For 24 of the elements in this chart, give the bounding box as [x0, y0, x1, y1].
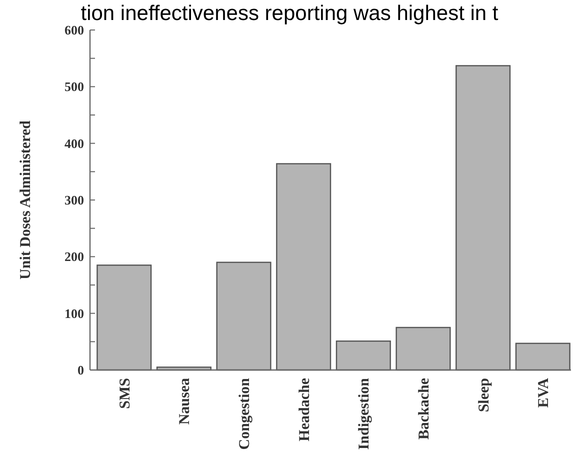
y-tick-label: 600: [64, 22, 84, 38]
bar: [336, 340, 391, 371]
bar: [96, 264, 152, 371]
y-tick-label: 0: [78, 362, 84, 378]
x-tick-label: SMS: [117, 378, 134, 409]
x-tick-label: Indigestion: [356, 377, 373, 450]
x-tick-label: Sleep: [476, 378, 492, 412]
y-tick-label: 500: [64, 79, 84, 94]
y-axis-title: Unit Doses Administered: [18, 120, 34, 280]
y-tick-label: 400: [64, 136, 84, 151]
bar: [216, 262, 272, 371]
x-tick-label: Headache: [296, 378, 313, 442]
y-tick-label: 300: [64, 192, 84, 208]
y-tick-label: 200: [64, 249, 84, 264]
bar: [396, 326, 451, 371]
x-tick-label: Congestion: [237, 377, 254, 450]
x-tick-label: Backache: [416, 378, 432, 440]
bar: [276, 163, 332, 371]
chart-title: tion ineffectiveness reporting was highest in t: [80, 2, 498, 25]
bar: [456, 65, 511, 371]
y-tick-label: 100: [64, 306, 84, 321]
x-tick-label: Nausea: [177, 378, 194, 425]
x-tick-label: EVA: [536, 378, 552, 408]
bar: [515, 342, 570, 371]
